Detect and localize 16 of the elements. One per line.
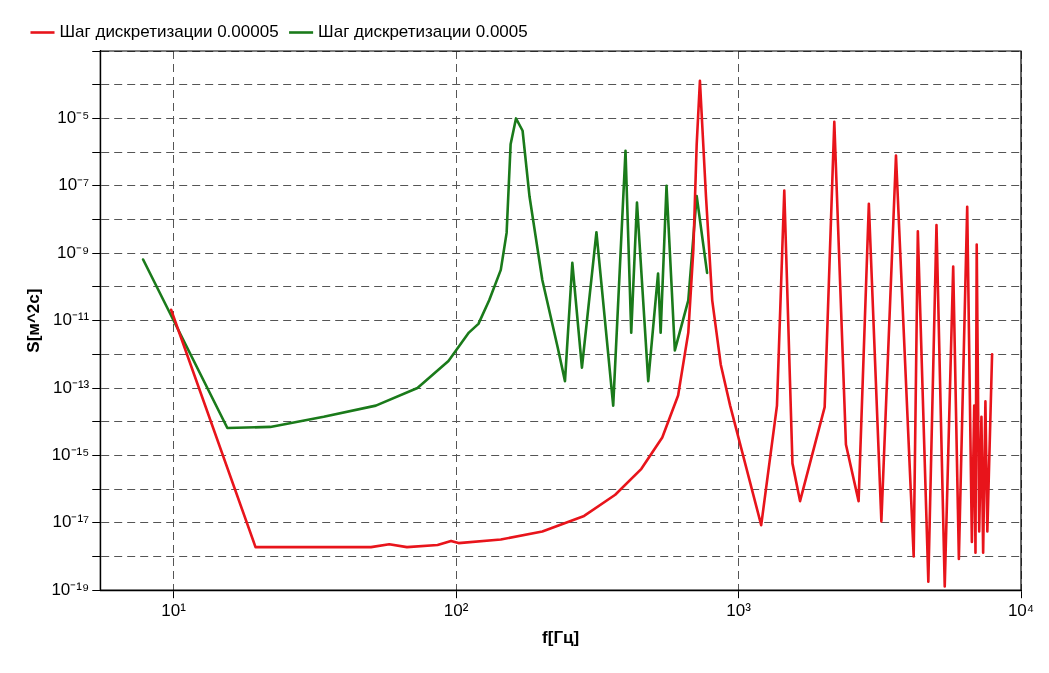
x-tick-label: 10¹ (161, 601, 187, 621)
y-tick-label: 10⁻⁹ (57, 242, 90, 262)
y-axis-title: S[м^2c] (23, 288, 43, 353)
y-tick-label: 10⁻¹⁹ (51, 579, 90, 599)
y-tick-label: 10⁻¹⁷ (52, 512, 90, 532)
x-axis-title: f[Гц] (542, 628, 580, 648)
x-tick-label: 10³ (726, 601, 752, 621)
y-tick-label: 10⁻¹¹ (53, 310, 90, 330)
y-tick-label: 10⁻¹⁵ (51, 445, 90, 465)
legend-label: Шаг дискретизации 0.0005 (318, 22, 528, 42)
y-tick-label: 10⁻⁵ (57, 108, 90, 128)
y-tick-label: 10⁻¹³ (53, 377, 90, 397)
x-tick-label: 10² (443, 601, 469, 621)
x-tick-label: 10⁴ (1007, 601, 1035, 621)
legend-label: Шаг дискретизации 0.00005 (59, 22, 279, 42)
y-tick-label: 10⁻⁷ (58, 175, 90, 195)
